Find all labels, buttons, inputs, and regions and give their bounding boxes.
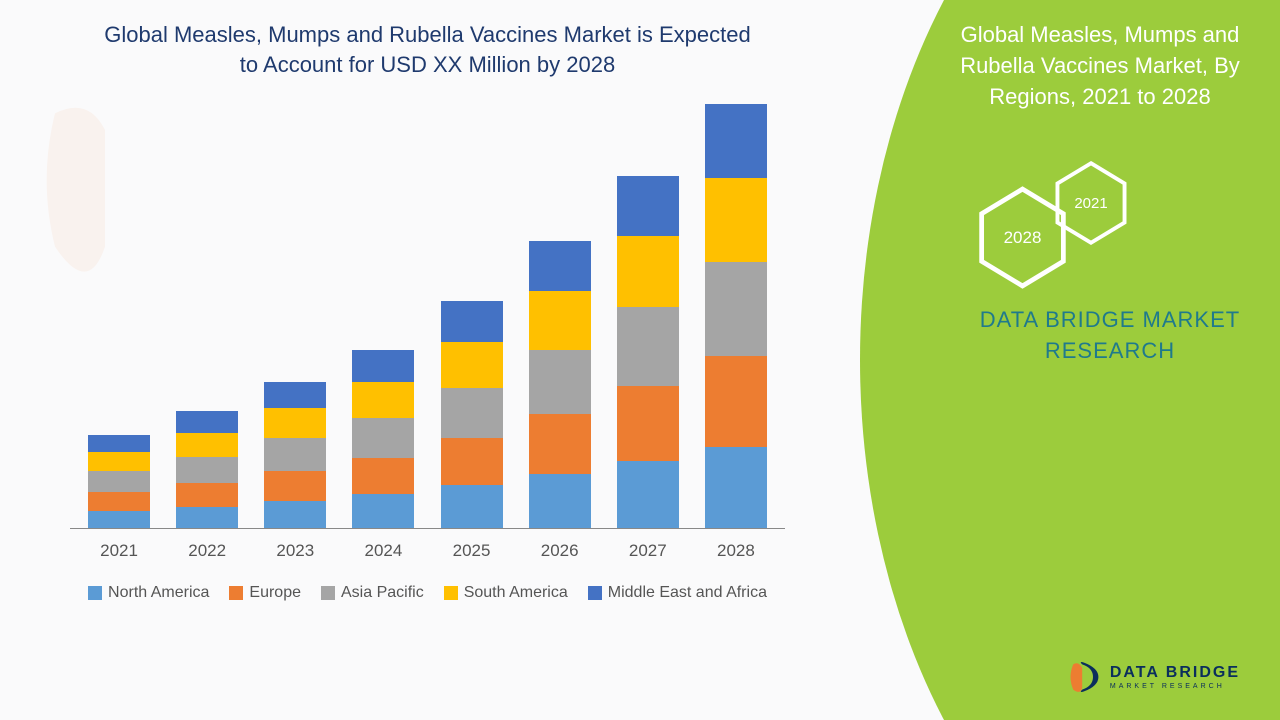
bar-segment	[88, 471, 150, 493]
stacked-bar	[529, 241, 591, 528]
bars-container	[70, 99, 785, 529]
stacked-bar	[441, 301, 503, 529]
bar-group	[84, 435, 154, 529]
bar-segment	[264, 471, 326, 501]
legend-swatch	[229, 586, 243, 600]
x-axis-label: 2026	[525, 541, 595, 561]
x-axis-label: 2025	[437, 541, 507, 561]
bar-segment	[705, 262, 767, 357]
bar-group	[437, 301, 507, 529]
bar-group	[701, 104, 771, 528]
logo: DATA BRIDGE MARKET RESEARCH	[1066, 659, 1240, 695]
bar-group	[348, 350, 418, 529]
chart-section: Global Measles, Mumps and Rubella Vaccin…	[0, 0, 825, 720]
bar-segment	[264, 501, 326, 529]
bar-segment	[529, 291, 591, 349]
bar-segment	[617, 386, 679, 462]
stacked-bar	[264, 382, 326, 528]
bar-segment	[264, 382, 326, 408]
x-axis-label: 2028	[701, 541, 771, 561]
legend-label: Europe	[249, 584, 301, 602]
hexagon-2028-label: 2028	[1004, 228, 1042, 248]
bar-group	[260, 382, 330, 528]
x-axis-label: 2027	[613, 541, 683, 561]
bar-segment	[529, 350, 591, 415]
bar-segment	[617, 236, 679, 307]
stacked-bar	[705, 104, 767, 528]
bar-segment	[705, 356, 767, 446]
right-panel: Global Measles, Mumps and Rubella Vaccin…	[810, 0, 1280, 720]
bar-segment	[441, 388, 503, 438]
legend-item: South America	[444, 584, 568, 602]
right-panel-title: Global Measles, Mumps and Rubella Vaccin…	[950, 20, 1250, 112]
bar-segment	[705, 447, 767, 529]
x-axis-label: 2023	[260, 541, 330, 561]
legend-swatch	[88, 586, 102, 600]
bar-segment	[88, 435, 150, 452]
x-axis-label: 2022	[172, 541, 242, 561]
bar-segment	[176, 433, 238, 457]
hexagon-2021: 2021	[1052, 160, 1130, 246]
legend-label: North America	[108, 584, 209, 602]
bar-segment	[264, 438, 326, 471]
bar-segment	[529, 414, 591, 474]
bar-segment	[441, 342, 503, 388]
legend-item: North America	[88, 584, 209, 602]
x-axis-labels: 2021 2022 2023 2024 2025 2026 2027 2028	[70, 529, 785, 561]
stacked-bar	[352, 350, 414, 529]
bar-segment	[441, 438, 503, 485]
bar-segment	[264, 408, 326, 438]
logo-main-text: DATA BRIDGE	[1110, 665, 1240, 681]
bar-segment	[88, 452, 150, 471]
bar-segment	[176, 483, 238, 507]
bar-segment	[352, 418, 414, 458]
logo-sub-text: MARKET RESEARCH	[1110, 683, 1240, 690]
bar-segment	[705, 104, 767, 177]
stacked-bar	[88, 435, 150, 529]
bar-segment	[617, 176, 679, 236]
bar-segment	[529, 241, 591, 291]
bar-segment	[352, 350, 414, 383]
legend-label: South America	[464, 584, 568, 602]
bar-segment	[176, 411, 238, 433]
bar-segment	[176, 457, 238, 483]
bar-segment	[529, 474, 591, 528]
legend-swatch	[588, 586, 602, 600]
bar-group	[613, 176, 683, 529]
bar-segment	[441, 485, 503, 528]
logo-icon	[1066, 659, 1102, 695]
bar-group	[172, 411, 242, 528]
bar-segment	[352, 382, 414, 418]
bar-segment	[88, 511, 150, 528]
logo-text: DATA BRIDGE MARKET RESEARCH	[1110, 665, 1240, 690]
hexagon-2021-label: 2021	[1074, 195, 1107, 212]
legend-label: Asia Pacific	[341, 584, 424, 602]
legend-item: Middle East and Africa	[588, 584, 767, 602]
legend-item: Asia Pacific	[321, 584, 424, 602]
legend-item: Europe	[229, 584, 301, 602]
stacked-bar	[617, 176, 679, 529]
bar-segment	[617, 461, 679, 528]
x-axis-label: 2021	[84, 541, 154, 561]
bar-segment	[617, 307, 679, 386]
legend-swatch	[444, 586, 458, 600]
brand-text: DATA BRIDGE MARKET RESEARCH	[970, 305, 1250, 367]
bar-segment	[705, 178, 767, 262]
legend-label: Middle East and Africa	[608, 584, 767, 602]
bar-segment	[352, 458, 414, 494]
bar-group	[525, 241, 595, 528]
stacked-bar	[176, 411, 238, 528]
bar-segment	[176, 507, 238, 529]
chart-area: 2021 2022 2023 2024 2025 2026 2027 2028	[70, 99, 785, 559]
bar-segment	[88, 492, 150, 511]
bar-segment	[352, 494, 414, 528]
bar-segment	[441, 301, 503, 342]
chart-legend: North America Europe Asia Pacific South Ame…	[60, 584, 795, 602]
x-axis-label: 2024	[348, 541, 418, 561]
legend-swatch	[321, 586, 335, 600]
chart-title: Global Measles, Mumps and Rubella Vaccin…	[60, 20, 795, 79]
main-container: Global Measles, Mumps and Rubella Vaccin…	[0, 0, 1280, 720]
